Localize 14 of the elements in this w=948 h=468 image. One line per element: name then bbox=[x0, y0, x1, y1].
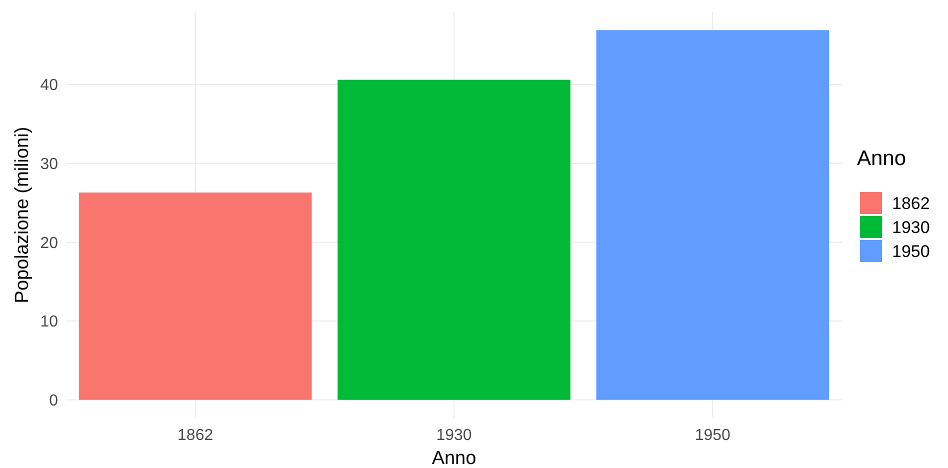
x-tick-label: 1950 bbox=[694, 427, 731, 444]
y-tick-label: 10 bbox=[40, 314, 58, 331]
legend-label: 1930 bbox=[892, 218, 930, 237]
legend-label: 1862 bbox=[892, 194, 930, 213]
y-tick-label: 0 bbox=[49, 392, 58, 410]
x-tick-label: 1862 bbox=[178, 427, 214, 444]
x-tick-label: 1930 bbox=[436, 427, 472, 444]
legend-label: 1950 bbox=[892, 242, 930, 261]
x-axis-title: Anno bbox=[432, 448, 476, 468]
y-tick-label: 40 bbox=[40, 77, 58, 94]
y-tick-label: 30 bbox=[40, 156, 58, 173]
legend-title: Anno bbox=[857, 147, 906, 170]
y-axis-title: Popolazione (milioni) bbox=[12, 126, 33, 304]
y-tick-label: 20 bbox=[40, 234, 58, 252]
